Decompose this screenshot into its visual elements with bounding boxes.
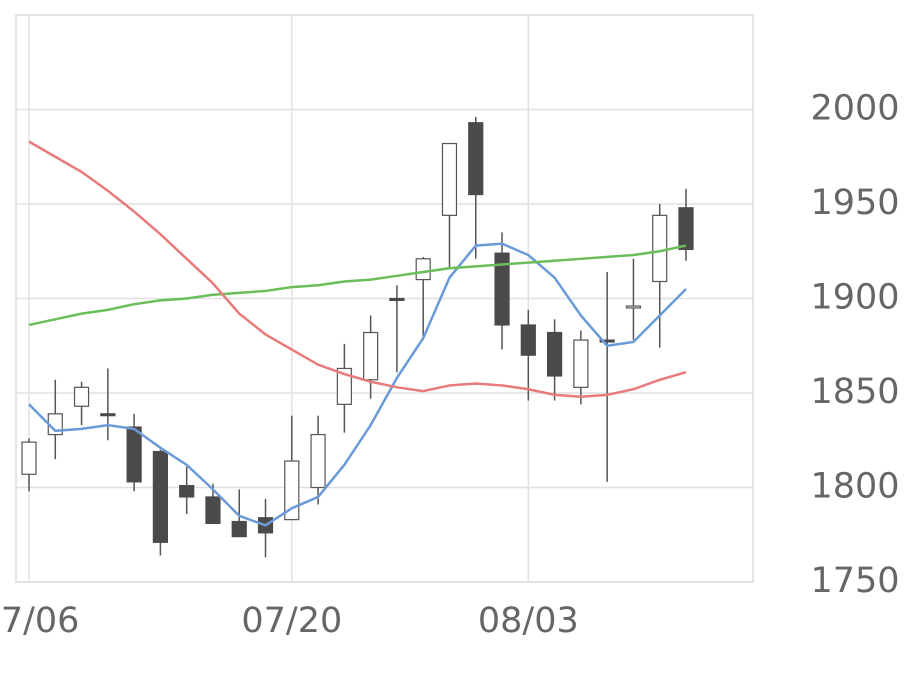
candle-body <box>389 297 405 301</box>
moving-average-line <box>28 140 687 399</box>
x-tick-label: 07/06 <box>0 601 79 641</box>
y-tick-label: 2000 <box>810 89 899 129</box>
candle-body <box>441 142 458 216</box>
candle-body <box>310 433 326 489</box>
y-tick-label: 1950 <box>810 183 899 223</box>
candle-body <box>625 305 642 309</box>
x-tick-label: 07/20 <box>241 601 342 641</box>
candle-body <box>152 450 168 543</box>
y-tick-label: 1900 <box>810 278 899 318</box>
candle-body <box>179 485 195 498</box>
candle-body <box>573 339 589 388</box>
candle-body <box>231 520 247 538</box>
candle-body <box>284 460 300 521</box>
candle-body <box>205 496 221 525</box>
x-tick-label: 08/03 <box>478 601 579 641</box>
candle-body <box>415 258 431 281</box>
moving-average-line <box>28 244 687 327</box>
candle-body <box>494 252 510 326</box>
y-tick-label: 1750 <box>810 561 899 601</box>
candle-body <box>468 122 484 196</box>
candle-body <box>100 413 116 417</box>
y-tick-label: 1850 <box>810 372 899 412</box>
candle-body <box>678 207 694 250</box>
candle-body <box>599 339 615 343</box>
candle-body <box>126 426 142 483</box>
candle-body <box>652 214 668 283</box>
y-tick-label: 1800 <box>810 467 899 507</box>
moving-average-line <box>28 242 687 527</box>
candle-body <box>21 441 37 475</box>
candle-body <box>546 331 563 377</box>
candle-body <box>363 331 379 381</box>
candle-body <box>520 324 536 356</box>
candle-body <box>73 386 90 407</box>
candle-body <box>336 367 352 405</box>
